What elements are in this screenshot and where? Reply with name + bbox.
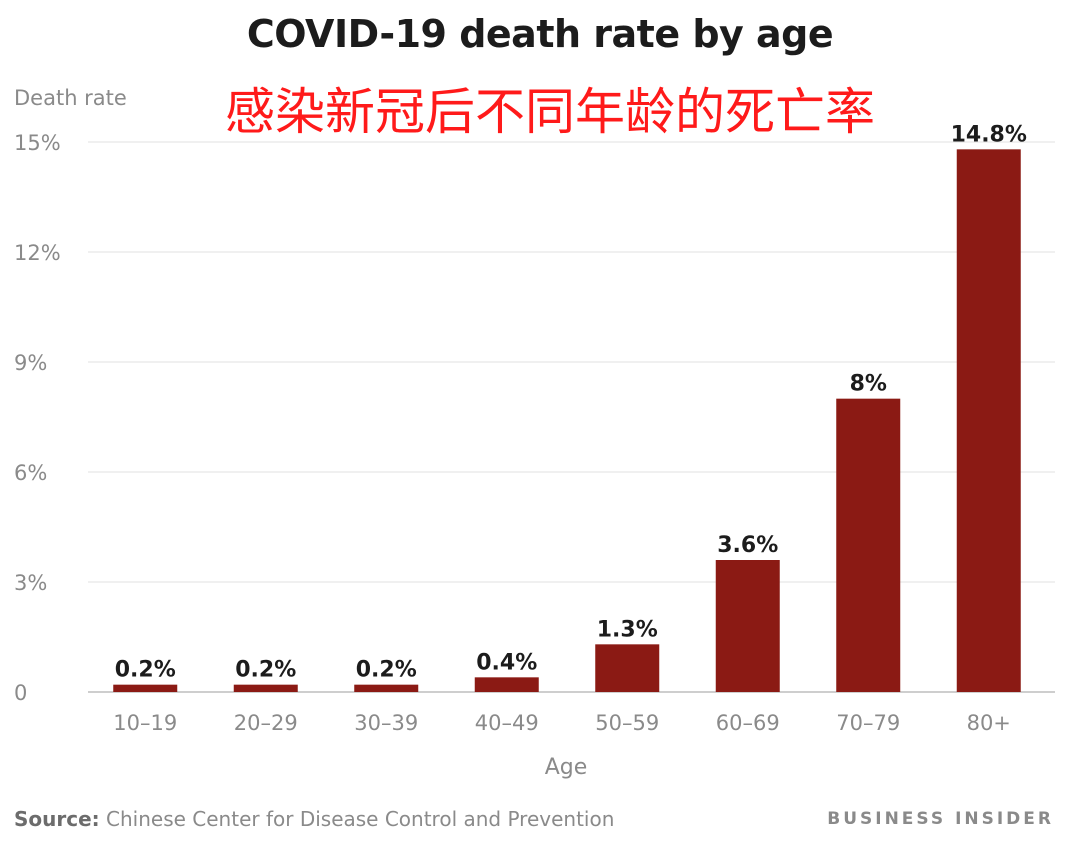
bar <box>113 684 178 692</box>
gridlines <box>88 141 1055 693</box>
y-tick-label: 3% <box>14 571 47 595</box>
y-tick-label: 0 <box>14 681 27 705</box>
data-label: 8% <box>850 372 887 397</box>
data-labels: 0.2% 0.2% 0.2% 0.4% 1.3% 3.6% 8% 14.8% <box>115 122 1027 682</box>
y-tick-label: 15% <box>14 131 61 155</box>
x-tick-labels: 10–19 20–29 30–39 40–49 50–59 60–69 70–79 80+ <box>113 711 1011 735</box>
data-label: 3.6% <box>717 533 778 558</box>
data-label: 1.3% <box>597 617 658 642</box>
source-label: Source: <box>14 807 100 831</box>
chart-subtitle-overlay: 感染新冠后不同年龄的死亡率 <box>225 83 875 141</box>
data-label: 0.2% <box>356 658 417 683</box>
x-tick-label: 60–69 <box>716 711 780 735</box>
y-tick-labels: 0 3% 6% 9% 12% 15% <box>14 131 61 705</box>
x-tick-label: 40–49 <box>475 711 539 735</box>
x-tick-label: 70–79 <box>836 711 900 735</box>
chart-title: COVID-19 death rate by age <box>246 12 834 56</box>
y-tick-label: 9% <box>14 351 47 375</box>
x-tick-label: 20–29 <box>234 711 298 735</box>
bar <box>836 398 901 692</box>
bar <box>715 560 780 692</box>
bar <box>956 149 1021 693</box>
data-label: 14.8% <box>951 122 1027 147</box>
bar <box>474 677 539 692</box>
bar <box>354 684 419 692</box>
data-label: 0.2% <box>235 658 296 683</box>
y-axis-title: Death rate <box>14 86 127 110</box>
x-tick-label: 10–19 <box>113 711 177 735</box>
source-text: Chinese Center for Disease Control and P… <box>99 807 615 831</box>
y-tick-label: 12% <box>14 241 61 265</box>
x-tick-label: 50–59 <box>595 711 659 735</box>
data-label: 0.2% <box>115 658 176 683</box>
y-tick-label: 6% <box>14 461 47 485</box>
x-tick-label: 30–39 <box>354 711 418 735</box>
x-axis-title: Age <box>545 755 588 780</box>
bar-chart: 0 3% 6% 9% 12% 15% 0.2% 0.2% 0.2% 0.4% 1.3% 3.6% 8%… <box>14 122 1055 780</box>
data-label: 0.4% <box>476 650 537 675</box>
brand-logo-text: BUSINESS INSIDER <box>827 809 1054 829</box>
bar <box>233 684 298 692</box>
source-note: Source: Chinese Center for Disease Contr… <box>14 807 614 831</box>
x-tick-label: 80+ <box>967 711 1011 735</box>
bars <box>113 149 1021 693</box>
bar <box>595 644 660 692</box>
